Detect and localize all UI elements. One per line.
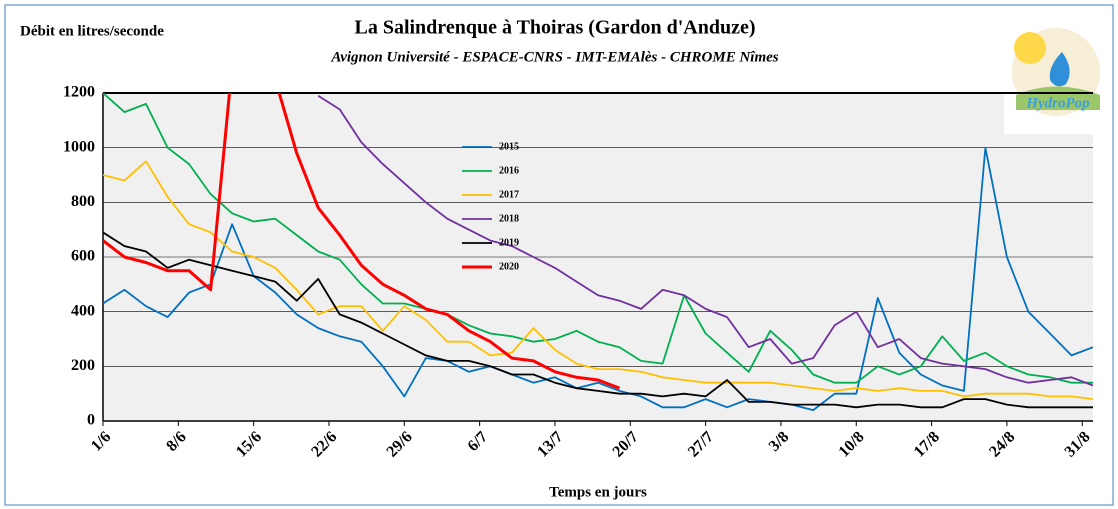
legend-label: 2019 [499, 237, 519, 248]
series-group [103, 93, 1093, 411]
series-line [103, 231, 1093, 409]
chart-title: La Salindrenque à Thoiras (Gardon d'Andu… [354, 17, 755, 39]
legend-label: 2017 [499, 189, 519, 200]
series-line [103, 160, 1093, 400]
logo-drop [1049, 52, 1070, 87]
legend-label: 2018 [499, 213, 519, 224]
legend-label: 2020 [499, 261, 519, 272]
legend-label: 2015 [499, 141, 519, 152]
series-line [103, 93, 621, 390]
logo-sun [1014, 32, 1046, 64]
y-tick-label: 400 [71, 302, 95, 319]
y-axis-title: Débit en litres/seconde [20, 23, 164, 39]
series-line [103, 146, 1093, 411]
y-tick-label: 1000 [63, 138, 95, 155]
series-line [317, 94, 1093, 387]
y-tick-label: 0 [87, 412, 95, 429]
series-line [103, 93, 1093, 384]
x-axis-title: Temps en jours [549, 484, 647, 500]
logo-text: HydroPop [1025, 95, 1090, 111]
logo: HydroPop [1004, 22, 1110, 134]
y-tick-label: 800 [71, 193, 95, 210]
y-tick-label: 600 [71, 248, 95, 265]
y-tick-label: 200 [71, 357, 95, 374]
legend-label: 2016 [499, 165, 519, 176]
chart-subtitle: Avignon Université - ESPACE-CNRS - IMT-E… [330, 49, 778, 65]
y-tick-label: 1200 [63, 84, 95, 101]
